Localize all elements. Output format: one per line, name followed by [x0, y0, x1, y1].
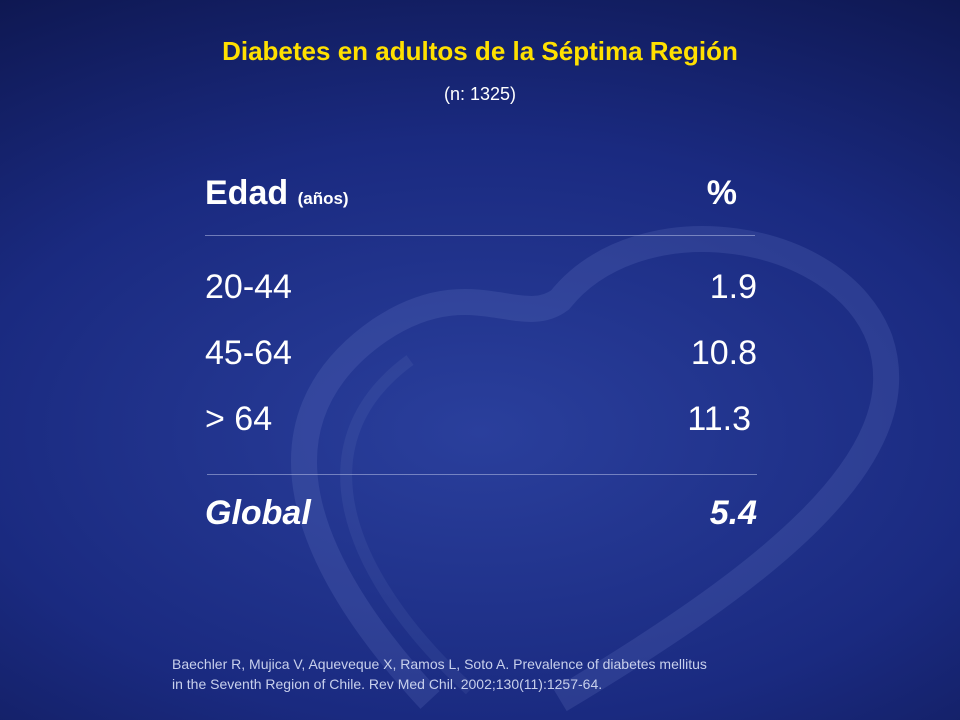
age-header-unit: (años) — [297, 189, 349, 208]
percent-value: 10.8 — [690, 334, 757, 372]
table-row: 45-64 10.8 — [205, 334, 757, 384]
table-header-row: Edad (años) % — [205, 174, 757, 224]
age-range: 20-44 — [205, 268, 292, 306]
slide-subtitle: (n: 1325) — [443, 84, 517, 104]
age-header-label: Edad — [205, 174, 289, 212]
citation-line-2: in the Seventh Region of Chile. Rev Med … — [172, 676, 603, 692]
percent-value: 1.9 — [709, 268, 757, 306]
age-range: > 64 — [205, 400, 273, 438]
table-row: > 64 11.3 — [205, 400, 757, 450]
age-range: 45-64 — [205, 334, 292, 372]
total-value: 5.4 — [709, 494, 757, 532]
table-row: 20-44 1.9 — [205, 268, 757, 318]
total-divider — [207, 474, 757, 475]
total-row: Global 5.4 — [205, 494, 757, 544]
header-divider — [205, 235, 755, 236]
percent-value: 11.3 — [687, 400, 751, 438]
total-label: Global — [205, 494, 311, 532]
percent-header: % — [706, 174, 737, 212]
citation-line-1: Baechler R, Mujica V, Aqueveque X, Ramos… — [172, 656, 707, 672]
citation: Baechler R, Mujica V, Aqueveque X, Ramos… — [172, 654, 812, 694]
slide-title: Diabetes en adultos de la Séptima Región — [222, 36, 738, 66]
age-header: Edad (años) — [205, 174, 349, 213]
